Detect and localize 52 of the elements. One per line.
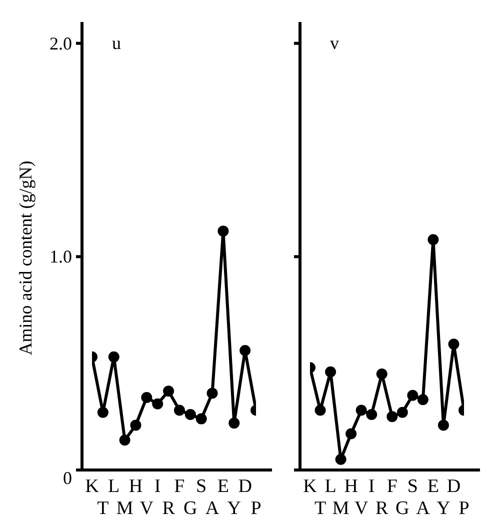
x-tick-label: E — [217, 476, 230, 497]
point — [407, 390, 418, 401]
point — [438, 420, 449, 431]
x-tick-label: I — [154, 476, 161, 497]
point — [428, 234, 439, 246]
x-tick-label: R — [376, 498, 389, 519]
x-tick-label: D — [238, 476, 252, 497]
point — [314, 404, 326, 416]
y-tick-label: 0 — [63, 468, 72, 488]
x-tick-label: V — [140, 498, 154, 519]
y-axis-title: Amino acid content (g/gN) — [16, 160, 36, 356]
x-tick-label: G — [184, 498, 198, 519]
x-tick-label: E — [427, 476, 440, 497]
x-tick-label: R — [162, 498, 176, 519]
point — [356, 404, 367, 416]
x-tick-label: F — [174, 476, 185, 497]
x-tick-label: F — [386, 476, 398, 497]
x-tick-label: H — [128, 476, 143, 497]
point — [376, 368, 388, 380]
x-tick-label: H — [344, 476, 358, 497]
x-tick-label: S — [196, 476, 207, 497]
point — [396, 406, 408, 418]
x-tick-label: K — [303, 476, 318, 497]
x-tick-label: L — [108, 476, 120, 497]
x-tick-label: V — [354, 498, 368, 519]
x-tick-label: D — [446, 476, 461, 497]
point — [335, 454, 346, 465]
x-tick-label: M — [332, 498, 350, 519]
x-tick-label: A — [416, 498, 430, 519]
x-tick-label: P — [458, 498, 470, 519]
x-tick-label: L — [324, 476, 336, 497]
text: u — [112, 33, 121, 53]
x-tick-label: A — [205, 498, 220, 519]
point — [448, 338, 460, 350]
point — [386, 411, 398, 422]
x-tick-label: M — [116, 498, 134, 519]
point — [325, 366, 336, 378]
x-tick-label: P — [250, 498, 262, 519]
y-tick-label: 2.0 — [50, 33, 72, 54]
x-tick-label: T — [97, 498, 110, 519]
point — [417, 394, 428, 406]
x-tick-label: K — [85, 476, 100, 497]
x-tick-label: I — [368, 476, 375, 497]
point — [346, 428, 357, 440]
x-tick-label: Y — [227, 498, 242, 519]
y-tick-label: 1.0 — [50, 246, 72, 267]
text: v — [330, 33, 339, 53]
x-tick-label: Y — [436, 498, 451, 519]
x-tick-label: T — [314, 498, 326, 519]
x-tick-label: S — [407, 476, 418, 497]
point — [366, 409, 378, 420]
x-tick-label: G — [396, 498, 410, 519]
